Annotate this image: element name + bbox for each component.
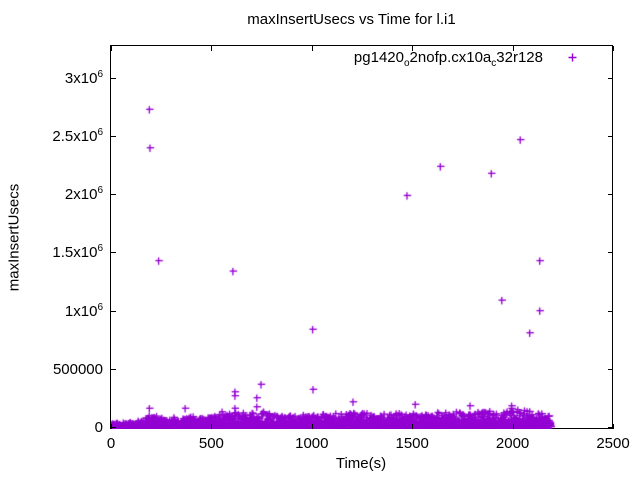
y-axis-label: maxInsertUsecs — [5, 183, 23, 292]
y-tick-label: 1x106 — [64, 301, 103, 320]
y-tick-mark-mirror — [608, 311, 613, 312]
x-tick-mark — [412, 424, 413, 429]
y-tick-mark — [111, 78, 116, 79]
y-tick-mark-mirror — [608, 427, 613, 428]
y-tick-label: 2x106 — [64, 185, 103, 204]
x-tick-label: 1500 — [395, 435, 429, 452]
y-tick-mark — [111, 369, 116, 370]
y-tick-mark-mirror — [608, 252, 613, 253]
y-tick-label: 500000 — [52, 360, 103, 378]
x-tick-mark — [211, 424, 212, 429]
y-tick-label: 2.5x106 — [52, 127, 103, 146]
y-tick-mark — [111, 427, 116, 428]
x-tick-mark — [513, 424, 514, 429]
y-tick-mark-mirror — [608, 136, 613, 137]
x-tick-mark-mirror — [513, 46, 514, 51]
x-tick-mark-mirror — [412, 46, 413, 51]
x-tick-mark — [312, 424, 313, 429]
y-tick-mark — [111, 252, 116, 253]
x-tick-label: 500 — [198, 435, 224, 452]
x-axis-label: Time(s) — [335, 455, 387, 472]
y-tick-mark-mirror — [608, 194, 613, 195]
x-tick-mark-mirror — [312, 46, 313, 51]
page-title: maxInsertUsecs vs Time for l.i1 — [247, 11, 456, 28]
x-tick-label: 2000 — [495, 435, 530, 452]
legend-entry-label: pg1420o2nofp.cx10ac32r128 — [353, 49, 543, 69]
y-tick-mark-mirror — [608, 78, 613, 79]
x-tick-label: 2500 — [596, 435, 630, 452]
x-tick-mark-mirror — [211, 46, 212, 51]
y-tick-mark-mirror — [608, 369, 613, 370]
scatter-plot-canvas — [111, 46, 613, 429]
y-tick-label: 1.5x106 — [52, 243, 103, 262]
legend-plus-marker — [568, 53, 577, 62]
x-tick-label: 0 — [106, 435, 116, 452]
y-tick-label: 3x106 — [64, 68, 103, 87]
y-tick-label: 0 — [94, 419, 103, 436]
y-tick-mark — [111, 311, 116, 312]
y-tick-mark — [111, 136, 116, 137]
y-tick-mark — [111, 194, 116, 195]
x-tick-mark — [613, 424, 614, 429]
x-tick-mark — [111, 424, 112, 429]
x-tick-mark-mirror — [613, 46, 614, 51]
x-tick-label: 1000 — [295, 435, 329, 452]
x-tick-mark-mirror — [111, 46, 112, 51]
